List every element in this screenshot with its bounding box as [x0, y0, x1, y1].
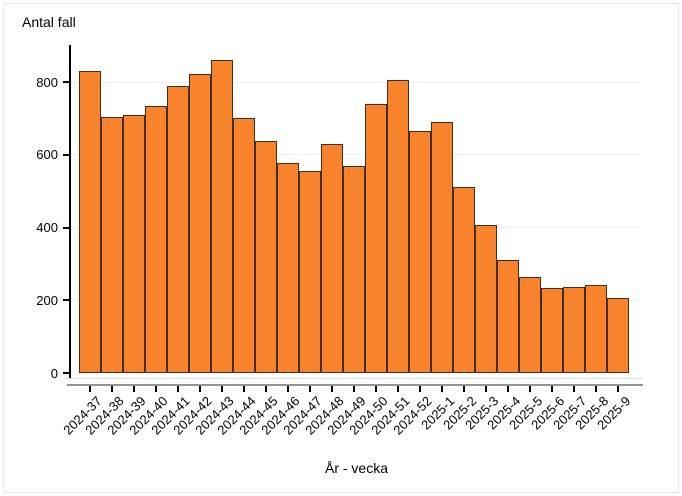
bar [453, 187, 475, 373]
bar [431, 122, 453, 373]
bar [585, 285, 607, 373]
y-axis-title: Antal fall [22, 14, 76, 30]
x-tick [529, 386, 531, 392]
x-tick [419, 386, 421, 392]
bar [299, 171, 321, 373]
x-tick [221, 386, 223, 392]
bar [321, 143, 343, 373]
y-tick [63, 299, 70, 302]
y-gridline [70, 81, 640, 83]
bar [189, 73, 211, 373]
x-tick [507, 386, 509, 392]
y-tick-label: 400 [36, 220, 58, 235]
x-tick [287, 386, 289, 392]
x-tick [89, 386, 91, 392]
bar [563, 287, 585, 373]
x-tick [617, 386, 619, 392]
x-tick [397, 386, 399, 392]
y-gridline [70, 154, 640, 156]
y-tick-label: 0 [50, 365, 58, 381]
bar [167, 85, 189, 373]
bar [343, 166, 365, 373]
y-tick [63, 153, 70, 156]
bar [211, 60, 233, 373]
x-tick [595, 386, 597, 392]
bar [255, 141, 277, 373]
x-tick [331, 386, 333, 392]
x-tick [485, 386, 487, 392]
y-tick-label: 800 [36, 74, 58, 90]
x-tick [463, 386, 465, 392]
x-tick [441, 386, 443, 392]
x-tick [573, 386, 575, 392]
x-tick [133, 386, 135, 392]
y-tick-label: 200 [36, 292, 58, 308]
bar [101, 116, 123, 373]
y-tick [63, 81, 70, 83]
x-tick [155, 386, 157, 392]
x-tick [199, 386, 201, 392]
x-tick [111, 386, 113, 392]
x-tick [177, 386, 179, 392]
bar [277, 162, 299, 373]
bar [475, 224, 497, 373]
x-tick [265, 386, 267, 392]
x-axis-line [67, 384, 643, 386]
x-tick [309, 386, 311, 392]
x-tick [353, 386, 355, 392]
bar [607, 298, 629, 373]
x-tick [243, 386, 245, 392]
bar [409, 130, 431, 373]
y-axis-line [69, 45, 71, 379]
bar [497, 259, 519, 373]
bar [365, 103, 387, 373]
x-tick [375, 386, 377, 392]
plot-frame-bottom [64, 378, 643, 379]
bar [387, 80, 409, 373]
bar [233, 118, 255, 373]
bar [145, 105, 167, 373]
bar [79, 71, 101, 373]
x-tick [551, 386, 553, 392]
bar [541, 288, 563, 373]
y-tick-label: 600 [36, 147, 58, 163]
bar [123, 115, 145, 373]
y-tick [63, 372, 70, 374]
bar [519, 276, 541, 373]
x-axis-title: År - vecka [324, 460, 388, 476]
y-tick [63, 226, 70, 229]
